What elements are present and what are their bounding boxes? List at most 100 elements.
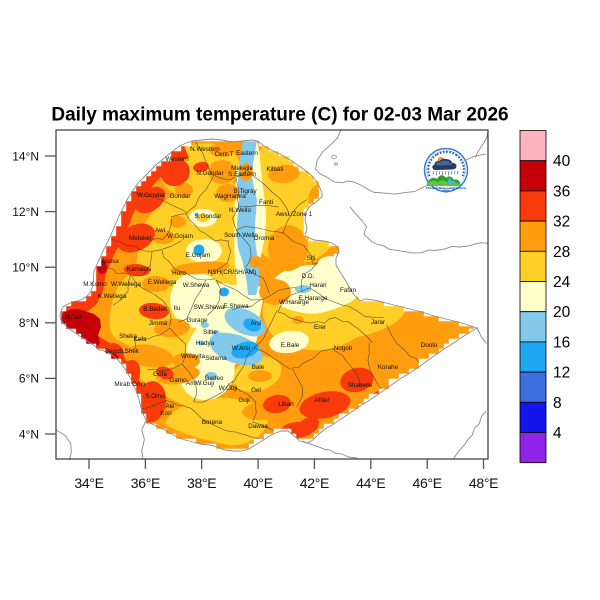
svg-text:W.Hararge: W.Hararge	[279, 299, 310, 306]
svg-text:D.D.: D.D.	[302, 273, 315, 280]
svg-text:E.Hararge: E.Hararge	[299, 295, 328, 302]
svg-text:Jimma: Jimma	[149, 320, 168, 327]
svg-text:Cent.T: Cent.T	[215, 151, 234, 158]
svg-text:32: 32	[553, 214, 570, 231]
svg-text:Gurage: Gurage	[186, 317, 208, 324]
svg-text:Fafan: Fafan	[340, 287, 357, 294]
svg-text:44°E: 44°E	[356, 475, 385, 491]
svg-text:Eastern: Eastern	[236, 150, 258, 157]
svg-text:Western: Western	[165, 156, 189, 163]
svg-text:36°E: 36°E	[131, 475, 160, 491]
svg-text:Kilbati: Kilbati	[266, 166, 283, 173]
svg-text:WagHamra: WagHamra	[214, 193, 246, 200]
svg-text:Kamashi: Kamashi	[127, 266, 152, 273]
svg-text:N.Gondar: N.Gondar	[196, 170, 223, 177]
svg-text:Nogob: Nogob	[334, 345, 353, 352]
svg-text:Arsi: Arsi	[251, 320, 262, 327]
svg-text:W.Gondar: W.Gondar	[137, 192, 165, 199]
svg-text:Gel: Gel	[251, 387, 261, 394]
svg-text:Shabelle: Shabelle	[348, 382, 373, 389]
svg-text:4: 4	[553, 425, 562, 442]
svg-text:Siltie: Siltie	[203, 329, 217, 336]
svg-text:SW.Shewa: SW.Shewa	[194, 304, 225, 311]
svg-text:28: 28	[553, 244, 570, 261]
svg-text:W.Gojam: W.Gojam	[167, 233, 193, 240]
svg-text:8°N: 8°N	[19, 316, 39, 330]
svg-text:46°E: 46°E	[413, 475, 442, 491]
svg-text:12°N: 12°N	[12, 205, 39, 219]
svg-text:M.Komo: M.Komo	[83, 281, 107, 288]
svg-text:Horo: Horo	[172, 270, 186, 277]
svg-text:NSH(CR/SH/AM): NSH(CR/SH/AM)	[208, 269, 256, 276]
svg-text:Mirab Omo: Mirab Omo	[114, 381, 146, 388]
svg-text:12: 12	[553, 365, 570, 382]
svg-text:38°E: 38°E	[187, 475, 216, 491]
svg-text:36: 36	[553, 183, 570, 200]
svg-text:Bale: Bale	[252, 364, 265, 371]
svg-text:B.Tigray: B.Tigray	[233, 188, 257, 195]
svg-text:48°E: 48°E	[469, 475, 498, 491]
svg-text:8: 8	[553, 395, 562, 412]
svg-text:Nuaer: Nuaer	[64, 314, 81, 321]
svg-text:N.Western: N.Western	[190, 146, 220, 153]
svg-text:E.Wellega: E.Wellega	[148, 279, 177, 286]
svg-text:Erer: Erer	[314, 324, 326, 331]
svg-text:Gedeo: Gedeo	[205, 375, 224, 382]
svg-text:S.Gondar: S.Gondar	[195, 213, 222, 220]
svg-text:E.Bale: E.Bale	[281, 342, 300, 349]
svg-text:Jarar: Jarar	[371, 319, 385, 326]
svg-text:Sidama: Sidama	[205, 355, 227, 362]
svg-text:Wolayita: Wolayita	[181, 353, 206, 360]
svg-text:Sheka: Sheka	[119, 333, 137, 340]
svg-text:Kefa: Kefa	[134, 336, 147, 343]
svg-text:South Wello: South Wello	[224, 232, 258, 239]
svg-text:20: 20	[553, 304, 571, 321]
svg-text:W.Wellega: W.Wellega	[111, 281, 141, 288]
svg-text:Korahe: Korahe	[378, 364, 399, 371]
svg-text:W.Shewa: W.Shewa	[183, 282, 210, 289]
svg-text:6°N: 6°N	[19, 372, 39, 386]
svg-text:B.Bedell: B.Bedell	[143, 306, 166, 313]
svg-text:Metekel: Metekel	[129, 235, 151, 242]
svg-text:24: 24	[553, 274, 571, 291]
svg-text:Gamo: Gamo	[169, 377, 187, 384]
svg-text:Afder: Afder	[314, 397, 329, 404]
svg-text:AmW.Guji: AmW.Guji	[186, 380, 214, 387]
svg-text:Siti: Siti	[307, 255, 316, 262]
svg-text:Borena: Borena	[202, 419, 223, 426]
svg-text:Guji: Guji	[238, 397, 249, 404]
svg-text:S.Omo: S.Omo	[145, 393, 165, 400]
svg-text:Oromia: Oromia	[254, 235, 275, 242]
svg-text:Hadya: Hadya	[196, 340, 215, 347]
svg-text:4°N: 4°N	[19, 427, 39, 441]
svg-text:S.Eastern: S.Eastern	[228, 171, 256, 178]
svg-text:Doolo: Doolo	[421, 342, 438, 349]
svg-text:Gondar: Gondar	[169, 193, 190, 200]
svg-text:Awi: Awi	[155, 227, 165, 234]
svg-text:E.Gojam: E.Gojam	[186, 252, 211, 259]
svg-text:Awsi /Zone 1: Awsi /Zone 1	[276, 211, 313, 218]
svg-text:Ilu: Ilu	[174, 305, 181, 312]
svg-text:W.Arsi: W.Arsi	[232, 345, 250, 352]
svg-text:E.Shewa: E.Shewa	[223, 303, 249, 310]
svg-text:42°E: 42°E	[300, 475, 329, 491]
svg-text:Mekelle: Mekelle	[231, 165, 253, 172]
svg-text:Bench Shek: Bench Shek	[105, 348, 140, 355]
svg-text:16: 16	[553, 334, 570, 351]
svg-text:Kon: Kon	[160, 410, 172, 417]
svg-text:W.Guji: W.Guji	[219, 385, 238, 392]
svg-text:Gofa: Gofa	[153, 371, 167, 378]
svg-text:Daily maximum temperature (C): Daily maximum temperature (C) for 02-03 …	[51, 105, 508, 126]
svg-text:40°E: 40°E	[243, 475, 272, 491]
svg-text:Ale: Ale	[165, 403, 175, 410]
svg-text:14°N: 14°N	[12, 149, 39, 163]
svg-text:Fanti: Fanti	[259, 199, 273, 206]
svg-text:K.Wellega: K.Wellega	[98, 293, 127, 300]
svg-text:N.Wello: N.Wello	[229, 207, 251, 214]
svg-text:Dawaa: Dawaa	[248, 423, 268, 430]
svg-text:Harari: Harari	[309, 282, 326, 289]
svg-text:40: 40	[553, 153, 571, 170]
svg-text:Ethiopian Meteorology Institut: Ethiopian Meteorology Institute	[426, 186, 467, 190]
svg-text:Liban: Liban	[278, 401, 294, 408]
svg-text:10°N: 10°N	[12, 261, 39, 275]
